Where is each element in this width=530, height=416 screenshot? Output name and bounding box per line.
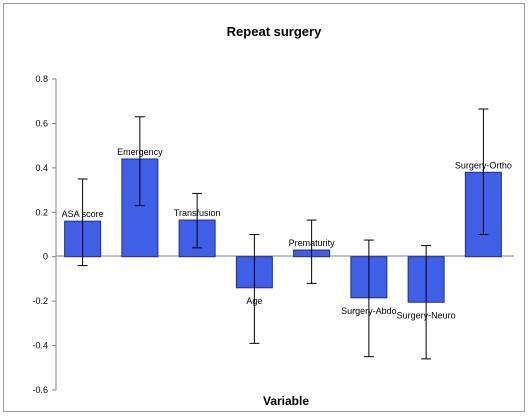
chart-frame: Repeat surgery -0.6 -0.4 -0.2 0 0.2 0.4 0.6 0.8… [3,3,525,412]
bar-label: Transfusion [174,208,221,218]
y-tick-label: -0.6 [32,385,48,395]
bar-emergency [121,158,159,258]
y-tick-label: -0.2 [32,296,48,306]
y-tick-label: 0.6 [35,118,48,128]
y-tick-label: 0.2 [35,207,48,217]
bar-chart: Repeat surgery -0.6 -0.4 -0.2 0 0.2 0.4 0.6 0.8… [32,24,514,408]
bar-label: Prematurity [289,238,336,248]
bar-label: Surgery-Neuro [397,310,456,320]
bar-label: Age [246,296,262,306]
bar-labels: ASA score Emergency Transfusion Age Prematur… [62,147,512,320]
bar-label: Emergency [117,147,163,157]
y-tick-label: 0 [43,252,48,262]
y-tick-label: -0.4 [32,341,48,351]
x-axis-title: Variable [263,394,309,408]
bars [64,108,502,360]
bar-label: Surgery-Ortho [455,160,512,170]
bar-label: ASA score [62,209,104,219]
bar-label: Surgery-Abdo [341,306,397,316]
y-axis-ticks: -0.6 -0.4 -0.2 0 0.2 0.4 0.6 0.8 [32,74,56,395]
y-tick-label: 0.8 [35,74,48,84]
y-tick-label: 0.4 [35,163,48,173]
chart-title: Repeat surgery [227,24,322,39]
